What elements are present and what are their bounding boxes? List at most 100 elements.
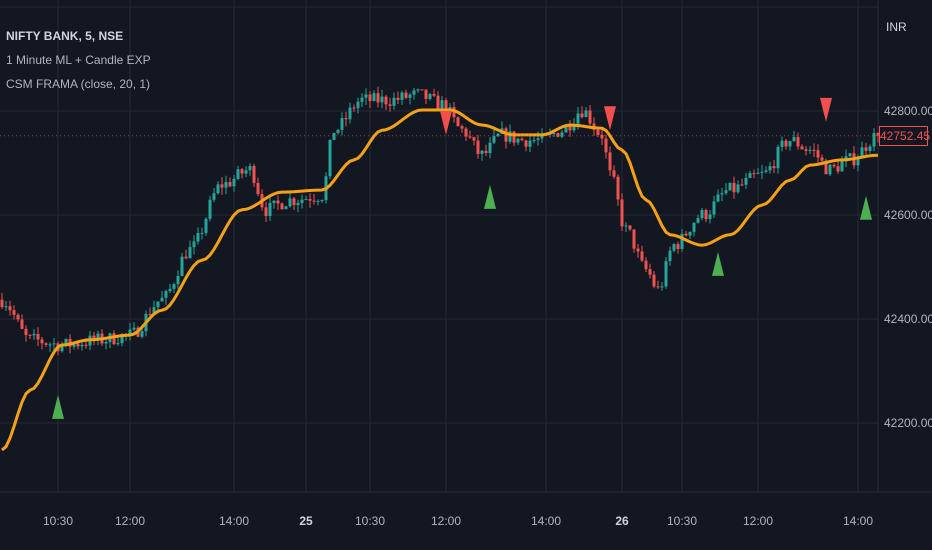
candle-body [640, 251, 644, 261]
candle-body [616, 176, 620, 200]
candle-body [224, 182, 228, 188]
candle-body [780, 140, 784, 147]
candle-body [232, 178, 236, 187]
candle-body [824, 160, 828, 175]
candle-body [404, 92, 408, 98]
candle-body [820, 157, 824, 161]
candle-body [364, 94, 368, 98]
candle-body [412, 90, 416, 95]
candle-body [620, 199, 624, 227]
candle-body [36, 333, 40, 340]
candle-body [652, 274, 656, 287]
candle-body [752, 173, 756, 175]
candle-body [340, 118, 344, 130]
candle-body [492, 136, 496, 143]
candle-body [288, 198, 292, 207]
candle-body [784, 140, 788, 147]
time-tick-label: 14:00 [843, 514, 873, 528]
candle-body [72, 343, 76, 347]
candle-body [76, 343, 80, 347]
candle-body [680, 233, 684, 250]
candle-body [508, 131, 512, 142]
candle-body [32, 333, 36, 336]
candle-body [484, 150, 488, 154]
candle-body [272, 200, 276, 204]
time-tick-label: 10:30 [355, 514, 385, 528]
candle-body [660, 286, 664, 288]
candle-body [0, 299, 4, 308]
candle-body [632, 229, 636, 249]
candle-body [360, 97, 364, 102]
candle-body [456, 117, 460, 127]
candle-body [40, 339, 44, 344]
candle-body [760, 171, 764, 173]
candle-body [416, 89, 420, 91]
candle-body [732, 182, 736, 193]
candle-body [728, 182, 732, 191]
candle-body [180, 256, 184, 277]
candle-body [384, 96, 388, 105]
candle-body [816, 150, 820, 158]
candle-body [20, 319, 24, 329]
candle-body [284, 206, 288, 210]
time-tick-label: 25 [299, 514, 313, 528]
candle-body [696, 218, 700, 223]
candle-body [856, 158, 860, 166]
candle-body [868, 146, 872, 151]
candle-body [256, 182, 260, 195]
candle-body [712, 201, 716, 215]
frama-line [1, 108, 879, 452]
candle-body [688, 231, 692, 236]
candle-body [196, 233, 200, 242]
candle-body [668, 250, 672, 262]
candle-body [228, 182, 232, 187]
candle-body [664, 261, 668, 287]
symbol-label[interactable]: NIFTY BANK, 5, NSE [6, 29, 124, 43]
candle-body [104, 342, 108, 344]
candle-body [644, 260, 648, 270]
candle-body [392, 97, 396, 106]
candle-body [608, 152, 612, 171]
candle-body [472, 137, 476, 141]
indicator-ml-candle-label[interactable]: 1 Minute ML + Candle EXP [6, 53, 151, 67]
candle-body [4, 306, 8, 308]
candle-body [748, 173, 752, 178]
candle-body [628, 225, 632, 230]
candle-body [172, 284, 176, 289]
sell-signal-triangle [820, 97, 832, 122]
candle-body [848, 153, 852, 157]
candle-body [204, 218, 208, 233]
candle-body [132, 327, 136, 330]
candle-body [304, 199, 308, 201]
chart-legend: NIFTY BANK, 5, NSE 1 Minute ML + Candle … [6, 24, 151, 96]
indicator-frama-label[interactable]: CSM FRAMA (close, 20, 1) [6, 77, 151, 91]
candle-body [348, 107, 352, 120]
candle-body [344, 118, 348, 120]
currency-label: INR [886, 20, 907, 34]
candle-body [280, 203, 284, 210]
last-price-label: 42752.45 [879, 126, 930, 146]
candle-body [380, 96, 384, 103]
candle-body [720, 193, 724, 195]
candle-body [140, 331, 144, 337]
buy-signal-triangle [52, 394, 64, 419]
candle-body [376, 93, 380, 103]
candle-body [488, 142, 492, 154]
candle-body [112, 333, 116, 345]
candle-body [92, 335, 96, 341]
candle-body [596, 129, 600, 135]
candle-body [84, 344, 88, 346]
candle-body [188, 247, 192, 259]
sell-signal-triangle [604, 106, 616, 131]
candle-body [352, 107, 356, 109]
candle-body [700, 210, 704, 219]
candle-body [128, 329, 132, 335]
candle-body [556, 133, 560, 137]
candle-body [756, 172, 760, 174]
candle-body [96, 333, 100, 341]
candle-body [156, 301, 160, 308]
candle-body [636, 248, 640, 252]
candle-body [396, 97, 400, 100]
